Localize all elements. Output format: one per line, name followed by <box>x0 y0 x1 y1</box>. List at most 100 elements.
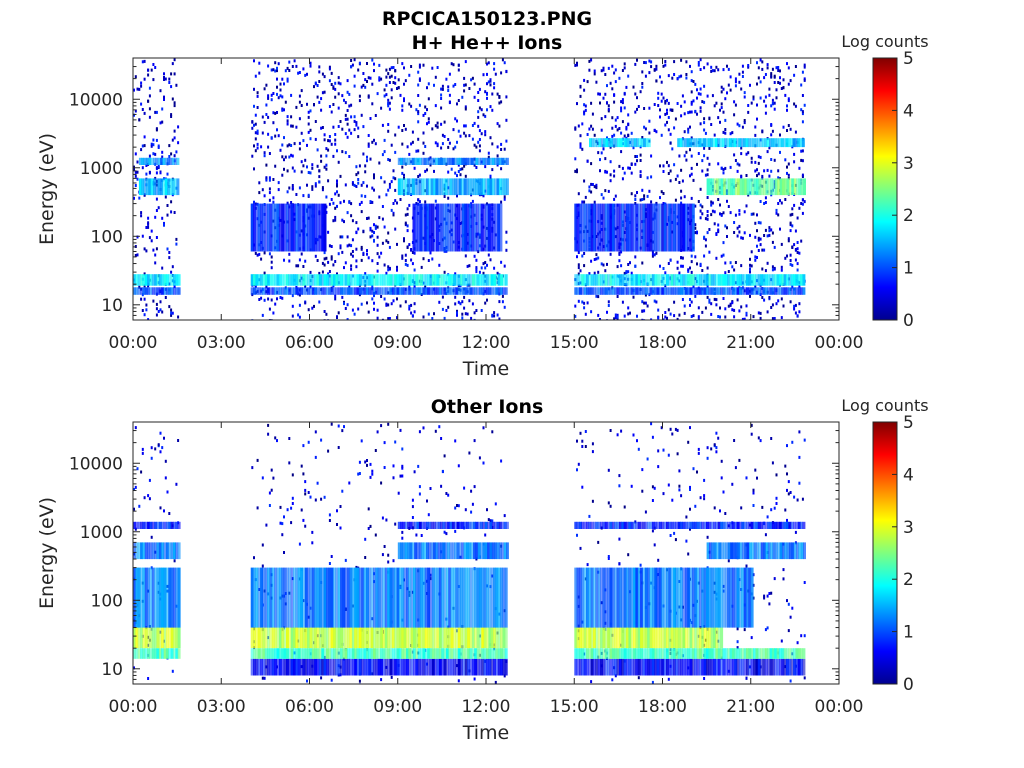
noise-cell-1560 <box>583 264 586 268</box>
band-0-0 <box>281 658 285 676</box>
noise-cell-965 <box>394 69 397 73</box>
noise-cell-1247 <box>454 117 457 121</box>
noise-cell-316 <box>267 297 270 301</box>
noise-cell-2030 <box>673 126 676 130</box>
band-1-1 <box>300 648 303 659</box>
noise-cell-451 <box>295 193 298 196</box>
noise-cell-2209 <box>706 217 709 221</box>
band-0-1 <box>262 287 266 295</box>
noise-cell-2177 <box>699 203 702 207</box>
noise-cell-658 <box>787 492 790 496</box>
noise-cell-2679 <box>794 104 797 108</box>
band-1-0 <box>173 648 176 659</box>
band-1-1 <box>441 648 445 659</box>
noise-cell-1513 <box>505 240 508 244</box>
noise-cell-442 <box>623 505 626 509</box>
band-6-1 <box>769 138 772 148</box>
band-4-1 <box>433 157 436 165</box>
noise-cell-963 <box>394 227 397 231</box>
noise-cell-1186 <box>441 87 444 91</box>
noise-cell-2672 <box>793 102 796 106</box>
band-1-2 <box>788 648 792 659</box>
noise-cell-859 <box>373 238 375 242</box>
noise-cell-590 <box>323 133 326 137</box>
noise-cell-402 <box>588 514 591 518</box>
noise-cell-2208 <box>706 214 709 218</box>
band-1-1 <box>337 648 341 659</box>
band-2-1 <box>373 627 376 649</box>
noise-cell-1147 <box>431 127 434 131</box>
noise-cell-433 <box>616 433 619 437</box>
noise-cell-679 <box>803 438 806 442</box>
noise-cell-13 <box>134 75 137 79</box>
noise-cell-2153 <box>696 231 698 235</box>
noise-cell-1501 <box>503 61 506 65</box>
band-2-0 <box>281 203 285 252</box>
band-2-1 <box>300 627 303 649</box>
band-2-2 <box>656 203 660 252</box>
band-2-0 <box>133 627 136 649</box>
noise-cell-2264 <box>717 162 720 166</box>
noise-cell-1517 <box>574 314 577 318</box>
noise-cell-277 <box>260 296 263 300</box>
noise-cell-1948 <box>655 79 658 83</box>
band-0-1 <box>597 658 601 676</box>
band-2-2 <box>699 627 702 649</box>
noise-cell-2728 <box>801 173 804 177</box>
band-2-0 <box>163 627 167 649</box>
band-6-1 <box>705 138 709 148</box>
noise-cell-74 <box>147 284 150 288</box>
band-1-0 <box>142 274 146 286</box>
noise-cell-178 <box>168 251 171 254</box>
noise-cell-312 <box>267 94 270 98</box>
noise-cell-2279 <box>719 315 721 319</box>
noise-cell-2099 <box>689 148 691 152</box>
noise-cell-2603 <box>779 81 781 85</box>
band-2-2 <box>666 627 669 649</box>
noise-cell-1730 <box>614 80 617 84</box>
band-0-1 <box>663 658 667 676</box>
noise-cell-765 <box>355 259 358 263</box>
noise-cell-1569 <box>583 200 586 204</box>
noise-cell-806 <box>364 272 367 276</box>
band-0-1 <box>694 658 698 676</box>
band-1-2 <box>748 648 752 659</box>
noise-cell-620 <box>761 505 764 509</box>
noise-cell-1664 <box>602 147 605 151</box>
noise-cell-2070 <box>681 94 684 98</box>
band-6-0 <box>596 138 599 148</box>
noise-cell-1856 <box>639 159 642 162</box>
noise-cell-654 <box>334 87 337 91</box>
band-1-2 <box>663 648 667 659</box>
noise-cell-1765 <box>621 166 624 170</box>
noise-cell-1709 <box>611 126 614 130</box>
band-0-2 <box>628 287 632 295</box>
noise-cell-1975 <box>662 267 665 270</box>
noise-cell-671 <box>796 641 799 645</box>
noise-cell-2219 <box>706 168 709 172</box>
noise-cell-2497 <box>761 176 764 180</box>
noise-cell-1291 <box>461 312 464 316</box>
noise-cell-2341 <box>731 308 734 312</box>
noise-cell-2256 <box>715 101 718 105</box>
band-0-0 <box>389 658 393 676</box>
band-2-2 <box>663 627 667 649</box>
band-0-0 <box>384 658 388 676</box>
noise-cell-338 <box>464 508 467 512</box>
noise-cell-1871 <box>641 300 644 304</box>
noise-cell-2342 <box>733 315 736 319</box>
noise-cell-1365 <box>477 250 480 254</box>
noise-cell-682 <box>339 235 342 239</box>
noise-cell-1839 <box>634 202 637 205</box>
noise-cell-1576 <box>584 104 587 108</box>
noise-cell-2638 <box>787 66 790 70</box>
noise-cell-375 <box>279 94 282 98</box>
noise-cell-2247 <box>713 297 716 301</box>
noise-cell-614 <box>327 272 330 276</box>
noise-cell-1323 <box>468 87 471 90</box>
noise-cell-1989 <box>666 111 668 115</box>
band-1-1 <box>323 274 327 286</box>
noise-cell-700 <box>344 113 347 117</box>
noise-cell-2163 <box>697 152 700 155</box>
noise-cell-2557 <box>771 303 774 307</box>
